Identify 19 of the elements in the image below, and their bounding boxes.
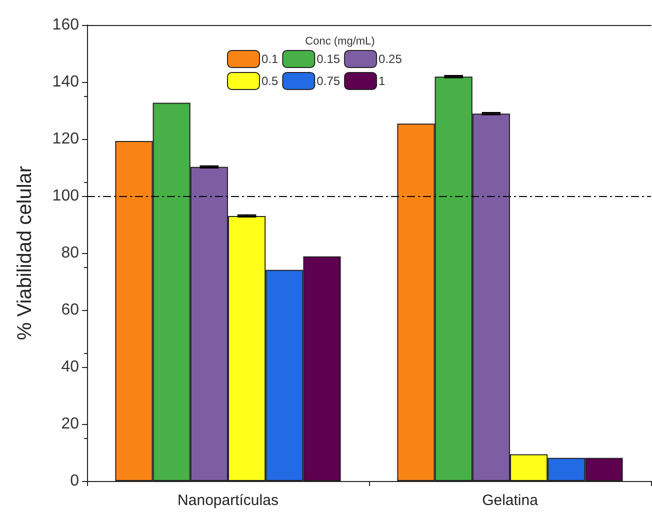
y-tick-label: 40 bbox=[61, 358, 80, 376]
legend-label: 1 bbox=[378, 74, 386, 88]
y-tick-label: 160 bbox=[52, 16, 80, 34]
legend-label: 0.25 bbox=[378, 52, 402, 66]
legend-label: 0.1 bbox=[262, 52, 279, 66]
x-tick-label: Gelatina bbox=[482, 492, 539, 509]
y-tick-label: 60 bbox=[61, 302, 80, 318]
x-tick-label: Nanopartículas bbox=[178, 492, 278, 509]
y-tick-label: 120 bbox=[52, 130, 80, 148]
legend-label: 0.5 bbox=[262, 74, 279, 88]
y-tick-label: 100 bbox=[52, 188, 80, 204]
y-axis-title: % Viabilidad celular bbox=[14, 166, 36, 340]
y-tick-label: 80 bbox=[61, 244, 80, 262]
legend-label: 0.75 bbox=[316, 74, 340, 88]
y-tick-label: 140 bbox=[52, 74, 80, 90]
legend-title: Conc (mg/mL) bbox=[305, 36, 375, 48]
legend-label: 0.15 bbox=[316, 52, 340, 66]
y-tick-label: 20 bbox=[61, 416, 80, 432]
y-tick-label: 0 bbox=[70, 472, 80, 490]
